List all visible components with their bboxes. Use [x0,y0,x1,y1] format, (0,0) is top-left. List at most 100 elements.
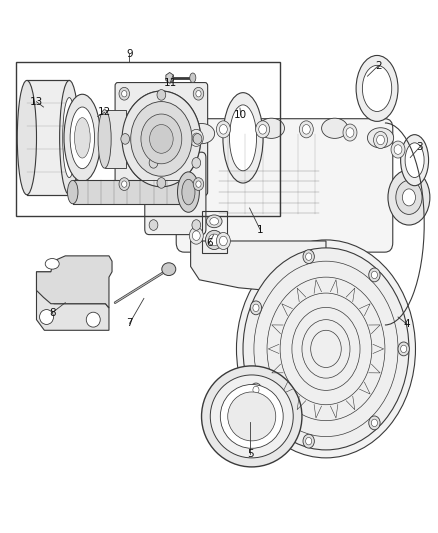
Ellipse shape [398,342,410,356]
Text: 13: 13 [30,96,43,107]
FancyBboxPatch shape [145,152,206,235]
Ellipse shape [401,345,407,353]
Ellipse shape [192,220,201,230]
Ellipse shape [377,135,385,145]
Ellipse shape [210,375,293,458]
Ellipse shape [122,91,201,187]
FancyBboxPatch shape [176,119,393,252]
Ellipse shape [196,91,201,97]
Circle shape [237,240,416,458]
Ellipse shape [374,132,388,149]
Ellipse shape [210,217,219,225]
Ellipse shape [122,91,201,187]
Ellipse shape [45,259,59,269]
Ellipse shape [208,234,220,246]
Ellipse shape [391,141,405,158]
Ellipse shape [259,125,267,134]
Ellipse shape [64,94,101,181]
Ellipse shape [256,121,270,138]
Ellipse shape [74,118,90,158]
Ellipse shape [220,384,283,448]
Text: 6: 6 [206,238,213,247]
Ellipse shape [190,73,196,83]
Text: 11: 11 [163,78,177,88]
Ellipse shape [157,90,166,100]
Ellipse shape [193,87,204,100]
Text: 10: 10 [234,110,247,120]
Ellipse shape [230,105,257,171]
Polygon shape [36,272,109,330]
Bar [201,211,227,253]
Ellipse shape [122,91,127,97]
Ellipse shape [219,236,227,246]
Text: 2: 2 [375,61,381,70]
Ellipse shape [60,80,79,195]
Ellipse shape [63,98,76,177]
Ellipse shape [216,121,230,138]
Ellipse shape [362,66,392,111]
Ellipse shape [132,103,191,175]
Ellipse shape [149,158,158,168]
Ellipse shape [343,124,357,141]
Bar [16,62,280,216]
Ellipse shape [192,158,201,168]
Ellipse shape [188,124,215,144]
Ellipse shape [67,180,78,204]
Ellipse shape [196,181,201,187]
Ellipse shape [250,301,261,315]
Ellipse shape [216,232,230,249]
Ellipse shape [303,250,314,263]
Text: 7: 7 [126,318,133,328]
Ellipse shape [253,386,259,394]
Ellipse shape [206,215,222,228]
Ellipse shape [119,87,130,100]
Ellipse shape [253,304,259,312]
Ellipse shape [369,416,380,430]
Ellipse shape [306,438,312,445]
Ellipse shape [299,121,313,138]
Ellipse shape [121,134,130,144]
Ellipse shape [150,125,173,152]
Ellipse shape [150,125,173,154]
Ellipse shape [131,102,192,176]
Polygon shape [36,256,112,308]
Ellipse shape [39,310,53,325]
Ellipse shape [346,128,354,138]
Ellipse shape [356,55,398,122]
Ellipse shape [141,114,182,164]
Ellipse shape [371,271,378,279]
Ellipse shape [157,177,166,188]
Ellipse shape [142,115,181,163]
Ellipse shape [388,169,430,225]
Ellipse shape [189,130,203,147]
Ellipse shape [223,93,263,183]
Ellipse shape [302,125,310,134]
Text: 9: 9 [126,49,133,59]
Text: 5: 5 [247,449,254,458]
Ellipse shape [367,128,394,148]
Ellipse shape [192,133,200,143]
Ellipse shape [17,80,36,195]
Ellipse shape [321,118,348,139]
Ellipse shape [369,268,380,282]
Polygon shape [191,241,326,292]
Bar [105,110,127,168]
Ellipse shape [371,419,378,426]
Ellipse shape [189,227,203,244]
Ellipse shape [394,145,402,155]
Text: 12: 12 [98,107,111,117]
Text: 3: 3 [417,142,423,152]
Ellipse shape [193,134,202,144]
Ellipse shape [201,366,302,467]
Ellipse shape [303,434,314,448]
Ellipse shape [193,177,204,190]
Ellipse shape [119,177,130,190]
Ellipse shape [396,180,422,214]
Bar [73,180,191,204]
Ellipse shape [70,107,95,168]
Ellipse shape [177,172,199,212]
Ellipse shape [162,263,176,276]
Ellipse shape [86,312,100,327]
FancyBboxPatch shape [115,83,208,195]
Ellipse shape [258,118,285,139]
